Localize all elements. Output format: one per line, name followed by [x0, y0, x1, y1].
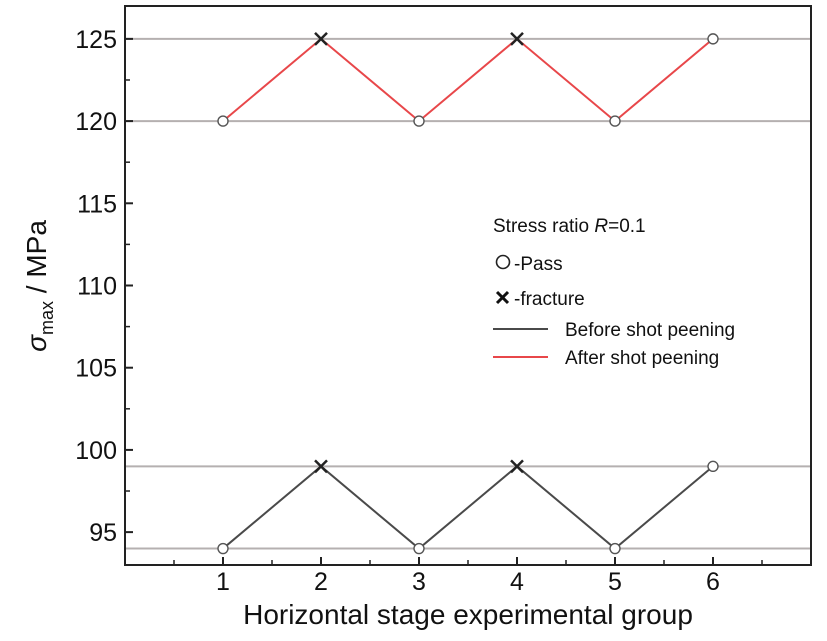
- y-axis-ticks: 95 100 105 110 115 120 125: [75, 26, 133, 547]
- pass-marker: [707, 460, 719, 473]
- x-tick-label: 6: [706, 568, 720, 596]
- series-lines: [222, 37, 714, 550]
- pass-marker: [707, 33, 719, 45]
- x-tick-label: 2: [314, 568, 328, 596]
- fracture-stroke: [510, 459, 524, 474]
- x-tick-label: 4: [510, 568, 524, 596]
- legend-before-label: Before shot peening: [565, 320, 735, 341]
- legend-fracture-label: -fracture: [514, 289, 585, 310]
- y-tick-label: 115: [77, 190, 117, 218]
- fracture-marker: [314, 459, 328, 474]
- pass-marker: [413, 115, 425, 127]
- pass-marker: [609, 542, 621, 555]
- y-tick-label: 95: [89, 519, 117, 547]
- fracture-stroke: [510, 31, 524, 46]
- pass-marker: [413, 542, 425, 555]
- y-tick-label: 110: [77, 273, 117, 301]
- y-axis-symbol: σ: [21, 334, 52, 352]
- x-axis-ticks: 1 2 3 4 5 6: [173, 557, 763, 596]
- legend-pass-marker: [495, 254, 511, 270]
- y-axis-subscript: max: [37, 301, 57, 335]
- y-tick-label: 105: [75, 355, 117, 383]
- data-markers: [217, 31, 719, 555]
- x-tick-label: 5: [608, 568, 622, 596]
- pass-marker: [217, 542, 229, 555]
- legend-fracture-marker: [495, 290, 510, 305]
- fracture-marker: [314, 31, 328, 46]
- y-axis-unit: / MPa: [21, 220, 52, 301]
- x-axis-label: Horizontal stage experimental group: [243, 599, 693, 630]
- pass-marker: [217, 115, 229, 127]
- legend: Stress ratio R=0.1 -Pass -fracture Befor…: [493, 216, 735, 369]
- x-tick-label: 1: [216, 568, 230, 596]
- y-tick-label: 120: [75, 108, 117, 136]
- reference-lines: [125, 37, 811, 550]
- y-tick-label: 125: [75, 26, 117, 54]
- legend-after-label: After shot peening: [565, 348, 719, 369]
- series-line-0: [222, 465, 714, 550]
- legend-title: Stress ratio R=0.1: [493, 216, 646, 237]
- fracture-stroke: [314, 459, 328, 474]
- pass-marker: [609, 115, 621, 127]
- series-line-1: [222, 37, 714, 123]
- y-tick-label: 100: [75, 437, 117, 465]
- fracture-stroke: [314, 31, 328, 46]
- legend-pass-label: -Pass: [514, 254, 563, 275]
- fracture-marker: [510, 459, 524, 474]
- x-tick-label: 3: [412, 568, 426, 596]
- y-axis-label: σmax / MPa: [21, 220, 57, 352]
- fracture-marker: [510, 31, 524, 46]
- plot-frame: [124, 5, 812, 566]
